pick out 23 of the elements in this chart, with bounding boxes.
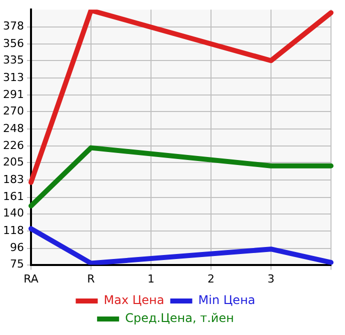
y-tick-label: 335 [2, 54, 24, 66]
x-tick-label: 3 [268, 272, 274, 286]
y-tick-label: 378 [2, 20, 24, 33]
y-tick-label: 75 [10, 258, 24, 271]
y-tick-label: 140 [2, 206, 24, 220]
x-tick-label: 2 [208, 272, 214, 286]
y-tick-label: 313 [2, 70, 24, 84]
y-tick-label: 248 [2, 122, 24, 135]
legend-label: Min Цена [198, 293, 256, 308]
x-tick-label: R [87, 272, 96, 286]
y-tick-label: 291 [2, 88, 24, 102]
y-tick-label: 118 [2, 224, 24, 237]
y-tick-label: 161 [2, 190, 24, 204]
x-tick-label: RA [24, 272, 39, 286]
y-tick-label: 226 [2, 139, 24, 152]
legend-label: Сред.Цена, т.йен [125, 311, 234, 326]
y-tick-label: 183 [2, 172, 24, 186]
y-tick-label: 270 [2, 104, 24, 118]
y-tick-label: 96 [10, 241, 24, 254]
y-tick-label: 356 [2, 37, 24, 50]
x-tick-label: 1 [147, 272, 154, 286]
legend-label: Max Цена [104, 293, 164, 308]
y-tick-label: 205 [2, 156, 24, 169]
